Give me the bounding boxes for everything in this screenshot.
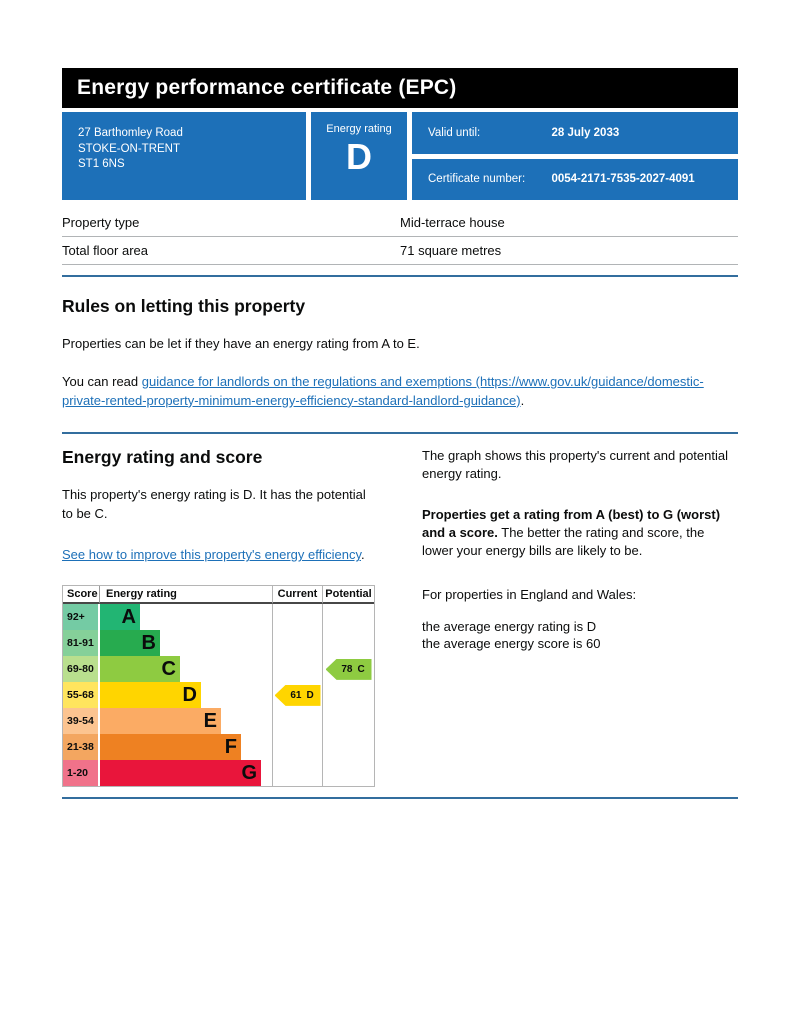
epc-potential-cell (322, 682, 374, 709)
epc-score-range-d: 55-68 (63, 682, 100, 709)
epc-current-cell: 61 D (272, 682, 322, 709)
epc-band-bar-f: F (100, 734, 241, 761)
epc-rating-cell-b: B (100, 630, 272, 657)
landlord-guidance-link[interactable]: guidance for landlords on the regulation… (62, 373, 704, 408)
floor-area-value: 71 square metres (400, 243, 502, 258)
average-score-line: the average energy score is 60 (422, 636, 601, 652)
rating-left-column: Energy rating and score This property's … (62, 446, 375, 788)
floor-area-row: Total floor area 71 square metres (62, 237, 738, 265)
energy-rating-box: Energy rating D (311, 112, 407, 200)
epc-rating-chart: Score Energy rating Current Potential 92+ A 81… (62, 585, 375, 788)
epc-current-arrow: 61 D (274, 684, 321, 706)
certificate-number-label: Certificate number: (428, 173, 526, 186)
improve-paragraph: See how to improve this property's energ… (62, 546, 374, 565)
rules-section: Rules on letting this property Propertie… (62, 296, 738, 411)
rating-heading: Energy rating and score (62, 446, 263, 467)
epc-band-bar-d: D (100, 682, 201, 709)
epc-rating-cell-a: A (100, 604, 272, 631)
graph-description: The graph shows this property's current … (422, 447, 728, 482)
epc-band-bar-g: G (100, 760, 261, 787)
epc-band-bar-e: E (100, 708, 221, 735)
address-line-1: 27 Barthomley Road (78, 127, 183, 139)
energy-rating-section: Energy rating and score This property's … (62, 447, 738, 788)
certificate-meta: Valid until: 28 July 2033 Certificate nu… (412, 112, 738, 200)
epc-header-score: Score (63, 586, 100, 605)
epc-current-letter: D (306, 689, 314, 701)
epc-potential-cell (322, 630, 374, 657)
epc-rating-cell-g: G (100, 760, 272, 787)
epc-score-range-f: 21-38 (63, 734, 100, 761)
average-stats: the average energy rating is D the avera… (422, 619, 738, 653)
epc-band-bar-c: C (100, 656, 180, 683)
property-type-value: Mid-terrace house (400, 215, 505, 230)
rating-explainer: Properties get a rating from A (best) to… (422, 506, 738, 561)
valid-until-value: 28 July 2033 (551, 126, 620, 139)
epc-band-bar-b: B (100, 630, 160, 657)
epc-score-range-a: 92+ (63, 604, 100, 631)
epc-rating-cell-e: E (100, 708, 272, 735)
epc-score-range-g: 1-20 (63, 760, 100, 787)
section-divider-top (62, 275, 738, 277)
rules-paragraph: Properties can be let if they have an en… (62, 336, 420, 352)
epc-score-range-c: 69-80 (63, 656, 100, 683)
certificate-number-value: 0054-2171-7535-2027-4091 (551, 173, 695, 186)
rating-explainer-bold: Properties get a rating from A (best) to… (422, 506, 721, 541)
epc-current-cell (272, 760, 322, 787)
guidance-suffix: . (520, 392, 525, 408)
address-line-3: ST1 6NS (78, 158, 125, 171)
epc-potential-cell (322, 734, 374, 761)
rating-summary-paragraph: This property's energy rating is D. It h… (62, 486, 366, 521)
epc-potential-cell (322, 708, 374, 735)
epc-current-score: 61 (290, 689, 302, 701)
rating-explainer-rest: The better the rating and score, the low… (422, 525, 705, 559)
property-type-row: Property type Mid-terrace house (62, 209, 738, 237)
floor-area-label: Total floor area (62, 243, 148, 258)
property-details: Property type Mid-terrace house Total fl… (62, 209, 738, 265)
page-title: Energy performance certificate (EPC) (77, 76, 457, 99)
energy-rating-label: Energy rating (326, 123, 392, 135)
improve-efficiency-link[interactable]: See how to improve this property's energ… (62, 547, 361, 563)
epc-rating-cell-c: C (100, 656, 272, 683)
epc-header-potential: Potential (322, 586, 374, 605)
epc-rating-cell-d: D (100, 682, 272, 709)
epc-header-current: Current (272, 586, 322, 605)
epc-header-rating: Energy rating (100, 586, 272, 605)
epc-current-cell (272, 656, 322, 683)
section-divider-middle (62, 431, 738, 434)
epc-potential-arrow: 78 C (325, 658, 372, 680)
rating-right-column: The graph shows this property's current … (422, 447, 738, 788)
epc-current-cell (272, 708, 322, 735)
energy-rating-value: D (346, 136, 372, 177)
epc-potential-score: 78 (341, 663, 353, 675)
address-line-2: STOKE-ON-TRENT (78, 142, 181, 155)
epc-band-bar-a: A (100, 604, 140, 631)
epc-current-cell (272, 630, 322, 657)
england-wales-intro: For properties in England and Wales: (422, 586, 637, 602)
guidance-paragraph: You can read guidance for landlords on t… (62, 373, 738, 411)
epc-current-cell (272, 604, 322, 631)
rules-heading: Rules on letting this property (62, 296, 306, 316)
valid-until-box: Valid until: 28 July 2033 (412, 112, 738, 154)
valid-until-label: Valid until: (428, 126, 481, 139)
epc-rating-cell-f: F (100, 734, 272, 761)
epc-potential-letter: C (357, 663, 365, 675)
certificate-number-box: Certificate number: 0054-2171-7535-2027-… (412, 158, 738, 200)
epc-potential-cell: 78 C (322, 656, 374, 683)
section-divider-bottom (62, 797, 738, 800)
epc-current-cell (272, 734, 322, 761)
epc-certificate-page: Energy performance certificate (EPC) 27 … (62, 68, 738, 800)
epc-score-range-e: 39-54 (63, 708, 100, 735)
guidance-prefix: You can read (62, 373, 142, 389)
property-address: 27 Barthomley Road STOKE-ON-TRENT ST1 6N… (62, 112, 306, 200)
certificate-summary: 27 Barthomley Road STOKE-ON-TRENT ST1 6N… (62, 112, 738, 200)
improve-suffix: . (360, 547, 365, 563)
average-rating-line: the average energy rating is D (422, 619, 597, 635)
epc-potential-cell (322, 760, 374, 787)
epc-potential-cell (322, 604, 374, 631)
epc-score-range-b: 81-91 (63, 630, 100, 657)
page-title-bar: Energy performance certificate (EPC) (62, 68, 738, 108)
property-type-label: Property type (62, 215, 140, 230)
